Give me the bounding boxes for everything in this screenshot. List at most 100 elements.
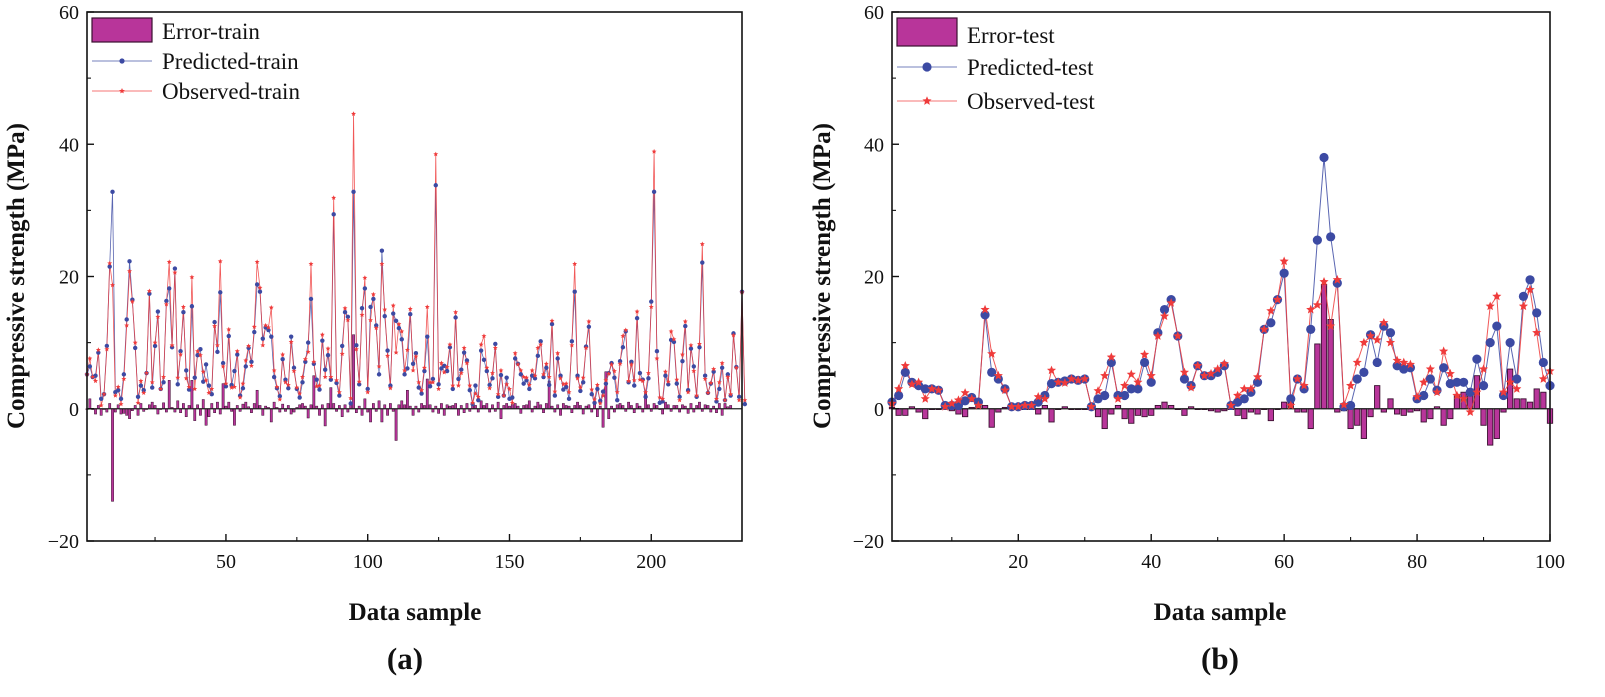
error-bar-a (162, 402, 165, 409)
predicted-point-a (240, 386, 246, 391)
error-bar-a (618, 403, 622, 409)
error-bar-a (596, 408, 599, 417)
observed-point-a (470, 400, 476, 405)
error-bar-b (1148, 408, 1155, 416)
predicted-point-a (206, 383, 212, 388)
observed-point-b (1226, 400, 1236, 410)
observed-point-a (144, 370, 150, 376)
error-bar-a (686, 408, 690, 414)
error-bar-b (1374, 385, 1381, 410)
observed-point-a (161, 374, 167, 380)
predicted-point-a (354, 343, 359, 348)
predicted-point-a (118, 396, 124, 402)
observed-point-a (515, 361, 521, 367)
observed-point-a (631, 377, 637, 383)
predicted-point-a (459, 367, 464, 372)
observed-point-a (407, 306, 413, 311)
observed-point-a (387, 385, 393, 391)
observed-point-b (1419, 377, 1429, 387)
observed-point-a (311, 359, 317, 364)
predicted-point-b (1126, 384, 1136, 394)
predicted-point-a (620, 345, 626, 350)
predicted-points-a (84, 183, 748, 407)
x-tick-label-b: 100 (1535, 551, 1565, 573)
y-tick-label-b: 20 (864, 267, 884, 289)
error-bar-b (922, 408, 929, 420)
error-bar-a (216, 401, 219, 410)
observed-point-a (543, 361, 549, 366)
observed-point-a (308, 261, 314, 267)
error-bar-a (176, 400, 180, 409)
observed-point-a (373, 325, 379, 331)
error-bar-a (323, 408, 327, 427)
observed-point-a (444, 364, 450, 370)
predicted-point-a (461, 350, 467, 355)
observed-point-a (251, 324, 257, 329)
predicted-point-b (1405, 363, 1416, 373)
predicted-point-a (271, 374, 277, 380)
observed-point-a (603, 377, 609, 383)
error-bar-a (717, 403, 721, 409)
observed-point-b (1299, 380, 1309, 390)
observed-point-b (1239, 384, 1249, 393)
predicted-point-b (1326, 232, 1336, 242)
observed-point-b (894, 384, 904, 393)
observed-point-b (980, 304, 990, 314)
observed-point-b (1412, 392, 1422, 401)
error-bar-a (601, 408, 605, 428)
predicted-point-a (498, 372, 504, 378)
observed-point-a (691, 368, 697, 374)
observed-point-a (416, 379, 422, 385)
predicted-point-b (1485, 338, 1495, 348)
observed-line-b (891, 261, 1551, 414)
predicted-point-a (581, 380, 586, 385)
predicted-point-a (442, 363, 447, 368)
error-bar-a (394, 408, 398, 441)
y-tick-label-b: 60 (864, 2, 884, 24)
predicted-point-a (736, 394, 742, 400)
plot-area-a: −20 0 20 40 60 50 100 150 200 (48, 2, 748, 573)
predicted-point-a (178, 349, 183, 354)
observed-point-a (498, 367, 504, 373)
error-bar-b (1121, 408, 1128, 420)
error-bar-b (1447, 408, 1454, 420)
predicted-point-b (1299, 384, 1309, 394)
legend-error-label-a: Error-train (162, 19, 260, 44)
error-bar-a (125, 408, 129, 416)
observed-point-b (1485, 301, 1495, 311)
predicted-point-b (1352, 374, 1362, 384)
predicted-point-a (374, 323, 379, 328)
error-bar-a (536, 401, 540, 410)
predicted-point-a (561, 387, 566, 392)
y-tick-label-a: 0 (69, 399, 79, 421)
observed-point-b (1312, 300, 1322, 309)
error-bar-a (184, 408, 188, 417)
observed-point-a (424, 304, 430, 310)
observed-point-a (223, 381, 229, 386)
x-axis-title-a: Data sample (349, 599, 482, 626)
predicted-point-a (702, 373, 708, 378)
error-bar-a (244, 401, 248, 410)
error-bar-b (1327, 319, 1334, 410)
predicted-point-a (175, 382, 180, 387)
error-bar-a (122, 408, 126, 414)
observed-point-a (705, 390, 711, 395)
error-bar-a (190, 380, 194, 410)
observed-point-b (1439, 346, 1449, 356)
observed-point-a (671, 336, 677, 342)
error-bar-a (559, 408, 562, 416)
predicted-point-a (637, 370, 643, 376)
observed-point-b (1365, 331, 1376, 340)
error-bar-a (318, 408, 321, 416)
predicted-point-b (1492, 321, 1502, 331)
observed-point-a (200, 369, 206, 374)
plot-area-b: −20 0 20 40 60 20 40 60 80 100 (853, 2, 1565, 573)
predicted-point-a (444, 368, 450, 374)
observed-point-b (1326, 321, 1336, 330)
legend-error-label-b: Error-test (967, 23, 1055, 48)
observed-point-a (660, 396, 666, 401)
legend-observed-marker-a (119, 88, 125, 94)
predicted-point-b (1346, 400, 1356, 411)
observed-point-a (138, 378, 144, 384)
